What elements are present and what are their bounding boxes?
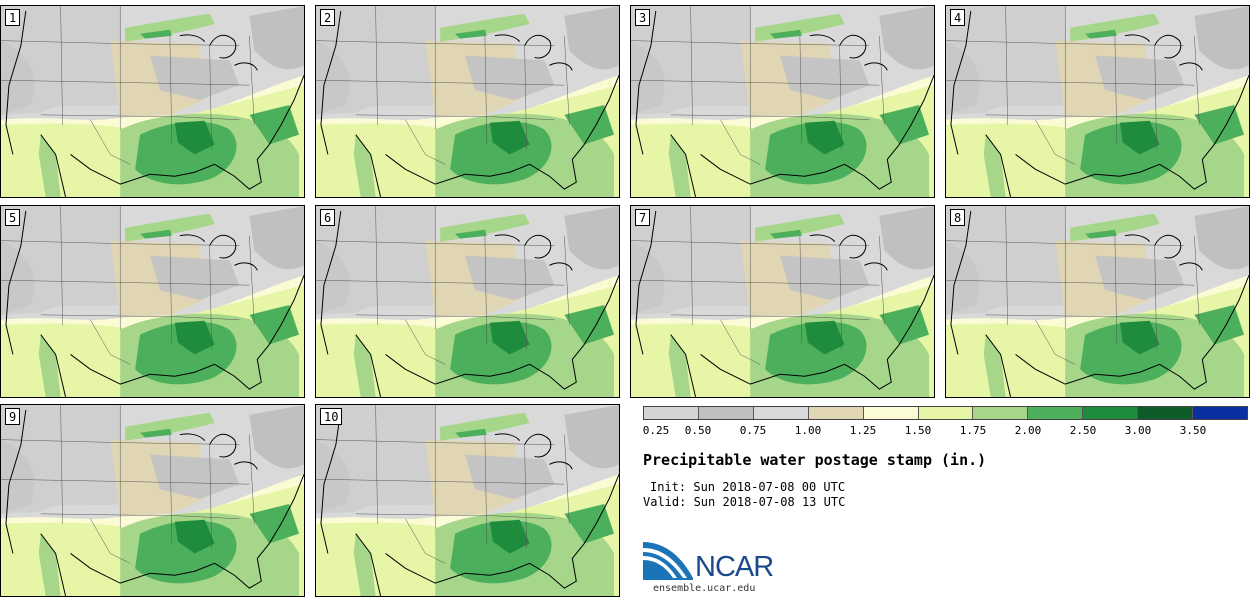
colorbar-tick-label: 2.00 (1014, 424, 1042, 437)
map-field-icon (1, 206, 304, 397)
map-field-icon (1, 405, 304, 596)
map-panel-2: 2 (315, 5, 620, 198)
map-field-icon (316, 206, 619, 397)
map-field-icon (631, 206, 934, 397)
logo-text: NCAR (695, 551, 774, 583)
colorbar-tick-label: 0.25 (642, 424, 670, 437)
map-panel-1: 1 (0, 5, 305, 198)
map-panel-7: 7 (630, 205, 935, 398)
colorbar-swatch (1138, 407, 1194, 419)
map-field-icon (1, 6, 304, 197)
colorbar-swatch (973, 407, 1029, 419)
panel-number-label: 2 (320, 9, 336, 26)
panel-number-label: 1 (5, 9, 21, 26)
map-field-icon (631, 6, 934, 197)
chart-title: Precipitable water postage stamp (in.) (643, 451, 987, 469)
panel-number-label: 6 (320, 209, 336, 226)
map-panel-10: 10 (315, 404, 620, 597)
colorbar-tick-label: 3.00 (1124, 424, 1152, 437)
colorbar-tick-label: 0.75 (739, 424, 767, 437)
panel-number-label: 9 (5, 408, 21, 425)
colorbar-tick-label: 3.50 (1179, 424, 1207, 437)
colorbar (643, 406, 1248, 420)
colorbar-tick-label: 1.00 (794, 424, 822, 437)
panel-number-label: 4 (950, 9, 966, 26)
panel-number-label: 7 (635, 209, 651, 226)
colorbar-tick-label: 2.50 (1069, 424, 1097, 437)
colorbar-swatch (644, 407, 699, 419)
map-panel-3: 3 (630, 5, 935, 198)
map-panel-5: 5 (0, 205, 305, 398)
colorbar-tick-label: 1.50 (904, 424, 932, 437)
colorbar-swatch (698, 407, 754, 419)
panel-number-label: 10 (320, 408, 343, 425)
map-field-icon (946, 206, 1249, 397)
colorbar-swatch (808, 407, 864, 419)
colorbar-swatch (753, 407, 809, 419)
map-panel-6: 6 (315, 205, 620, 398)
colorbar-swatch (1028, 407, 1084, 419)
colorbar-ticks: 0.25 0.50 0.75 1.00 1.25 1.50 1.75 2.00 2.50 3.00… (643, 424, 1248, 438)
map-field-icon (316, 6, 619, 197)
map-field-icon (946, 6, 1249, 197)
colorbar-tick-label: 1.75 (959, 424, 987, 437)
colorbar-swatch (863, 407, 919, 419)
ncar-logo: NCAR (643, 540, 793, 585)
panel-number-label: 3 (635, 9, 651, 26)
colorbar-tick-label: 1.25 (849, 424, 877, 437)
map-panel-9: 9 (0, 404, 305, 597)
ncar-swoosh-icon (643, 542, 693, 580)
colorbar-swatch (1083, 407, 1139, 419)
map-panel-8: 8 (945, 205, 1250, 398)
map-panel-4: 4 (945, 5, 1250, 198)
map-field-icon (316, 405, 619, 596)
colorbar-swatch (1193, 407, 1247, 419)
panel-number-label: 5 (5, 209, 21, 226)
valid-time: Valid: Sun 2018-07-08 13 UTC (643, 495, 846, 509)
colorbar-tick-label: 0.50 (684, 424, 712, 437)
site-url: ensemble.ucar.edu (653, 583, 756, 594)
panel-number-label: 8 (950, 209, 966, 226)
init-time: Init: Sun 2018-07-08 00 UTC (650, 480, 846, 494)
colorbar-swatch (918, 407, 974, 419)
